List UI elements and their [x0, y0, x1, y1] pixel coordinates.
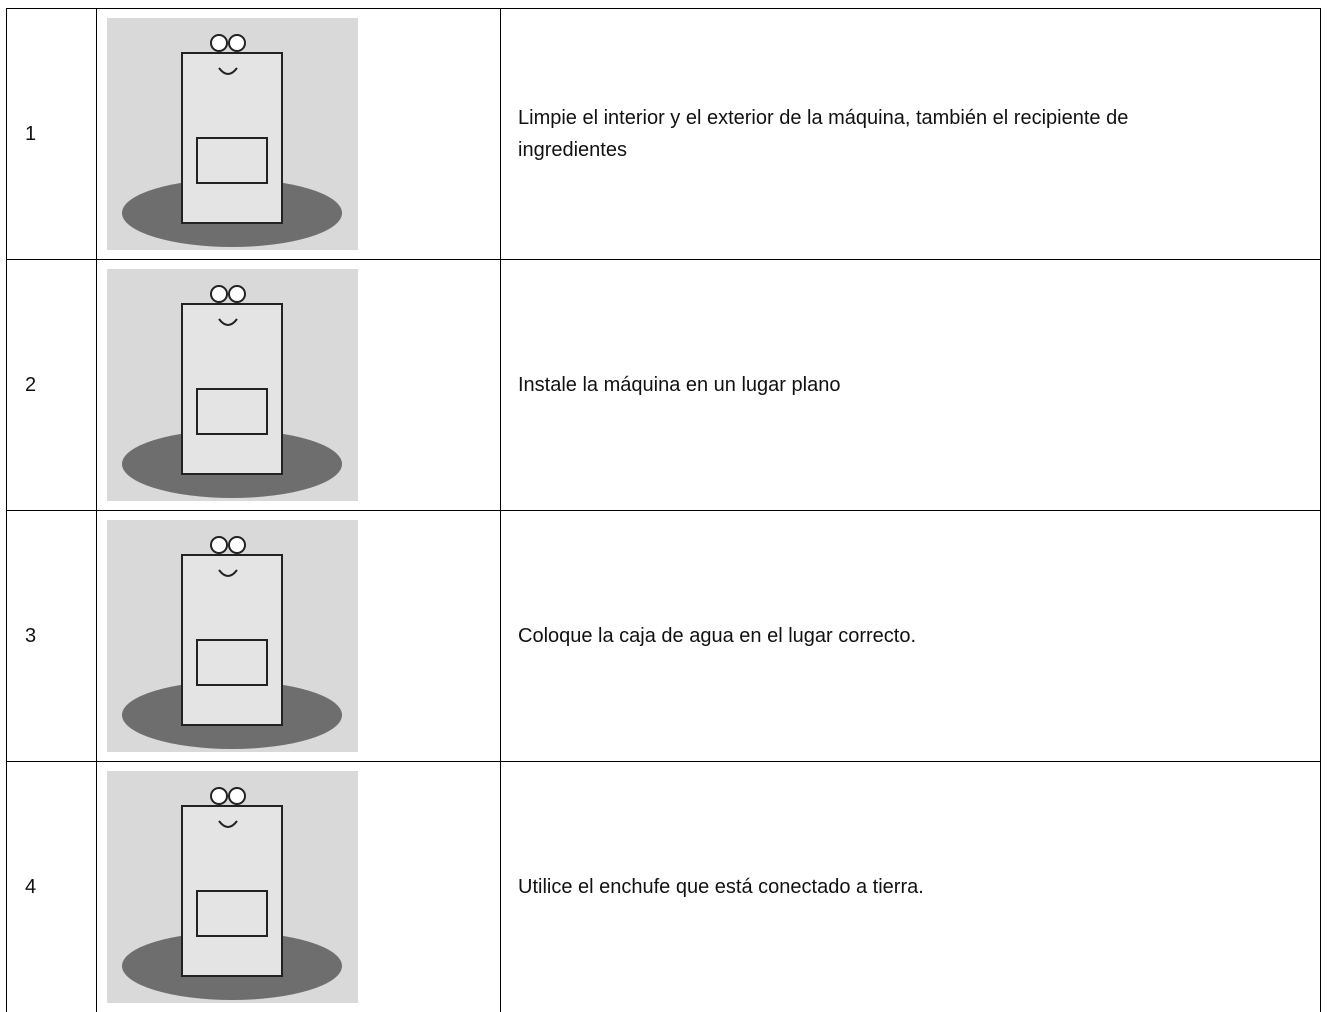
- row-number: 3: [6, 510, 96, 761]
- illustration: [107, 269, 358, 501]
- illustration-cell: [96, 259, 500, 510]
- instruction-text: Limpie el interior y el exterior de la m…: [518, 107, 1129, 161]
- instruction-text: Coloque la caja de agua en el lugar corr…: [518, 625, 917, 647]
- instruction-text: Utilice el enchufe que está conectado a …: [518, 876, 924, 898]
- illustration-cell: [96, 510, 500, 761]
- illustration: [107, 520, 358, 752]
- illustration: [107, 18, 358, 250]
- row-number: 4: [6, 761, 96, 1012]
- instruction-cell: Coloque la caja de agua en el lugar corr…: [500, 510, 1321, 761]
- row-number: 2: [6, 259, 96, 510]
- illustration-cell: [96, 761, 500, 1012]
- instruction-cell: Instale la máquina en un lugar plano: [500, 259, 1321, 510]
- instruction-cell: Utilice el enchufe que está conectado a …: [500, 761, 1321, 1012]
- instruction-cell: Limpie el interior y el exterior de la m…: [500, 8, 1321, 259]
- row-number: 1: [6, 8, 96, 259]
- instruction-text: Instale la máquina en un lugar plano: [518, 374, 841, 396]
- illustration: [107, 771, 358, 1003]
- illustration-cell: [96, 8, 500, 259]
